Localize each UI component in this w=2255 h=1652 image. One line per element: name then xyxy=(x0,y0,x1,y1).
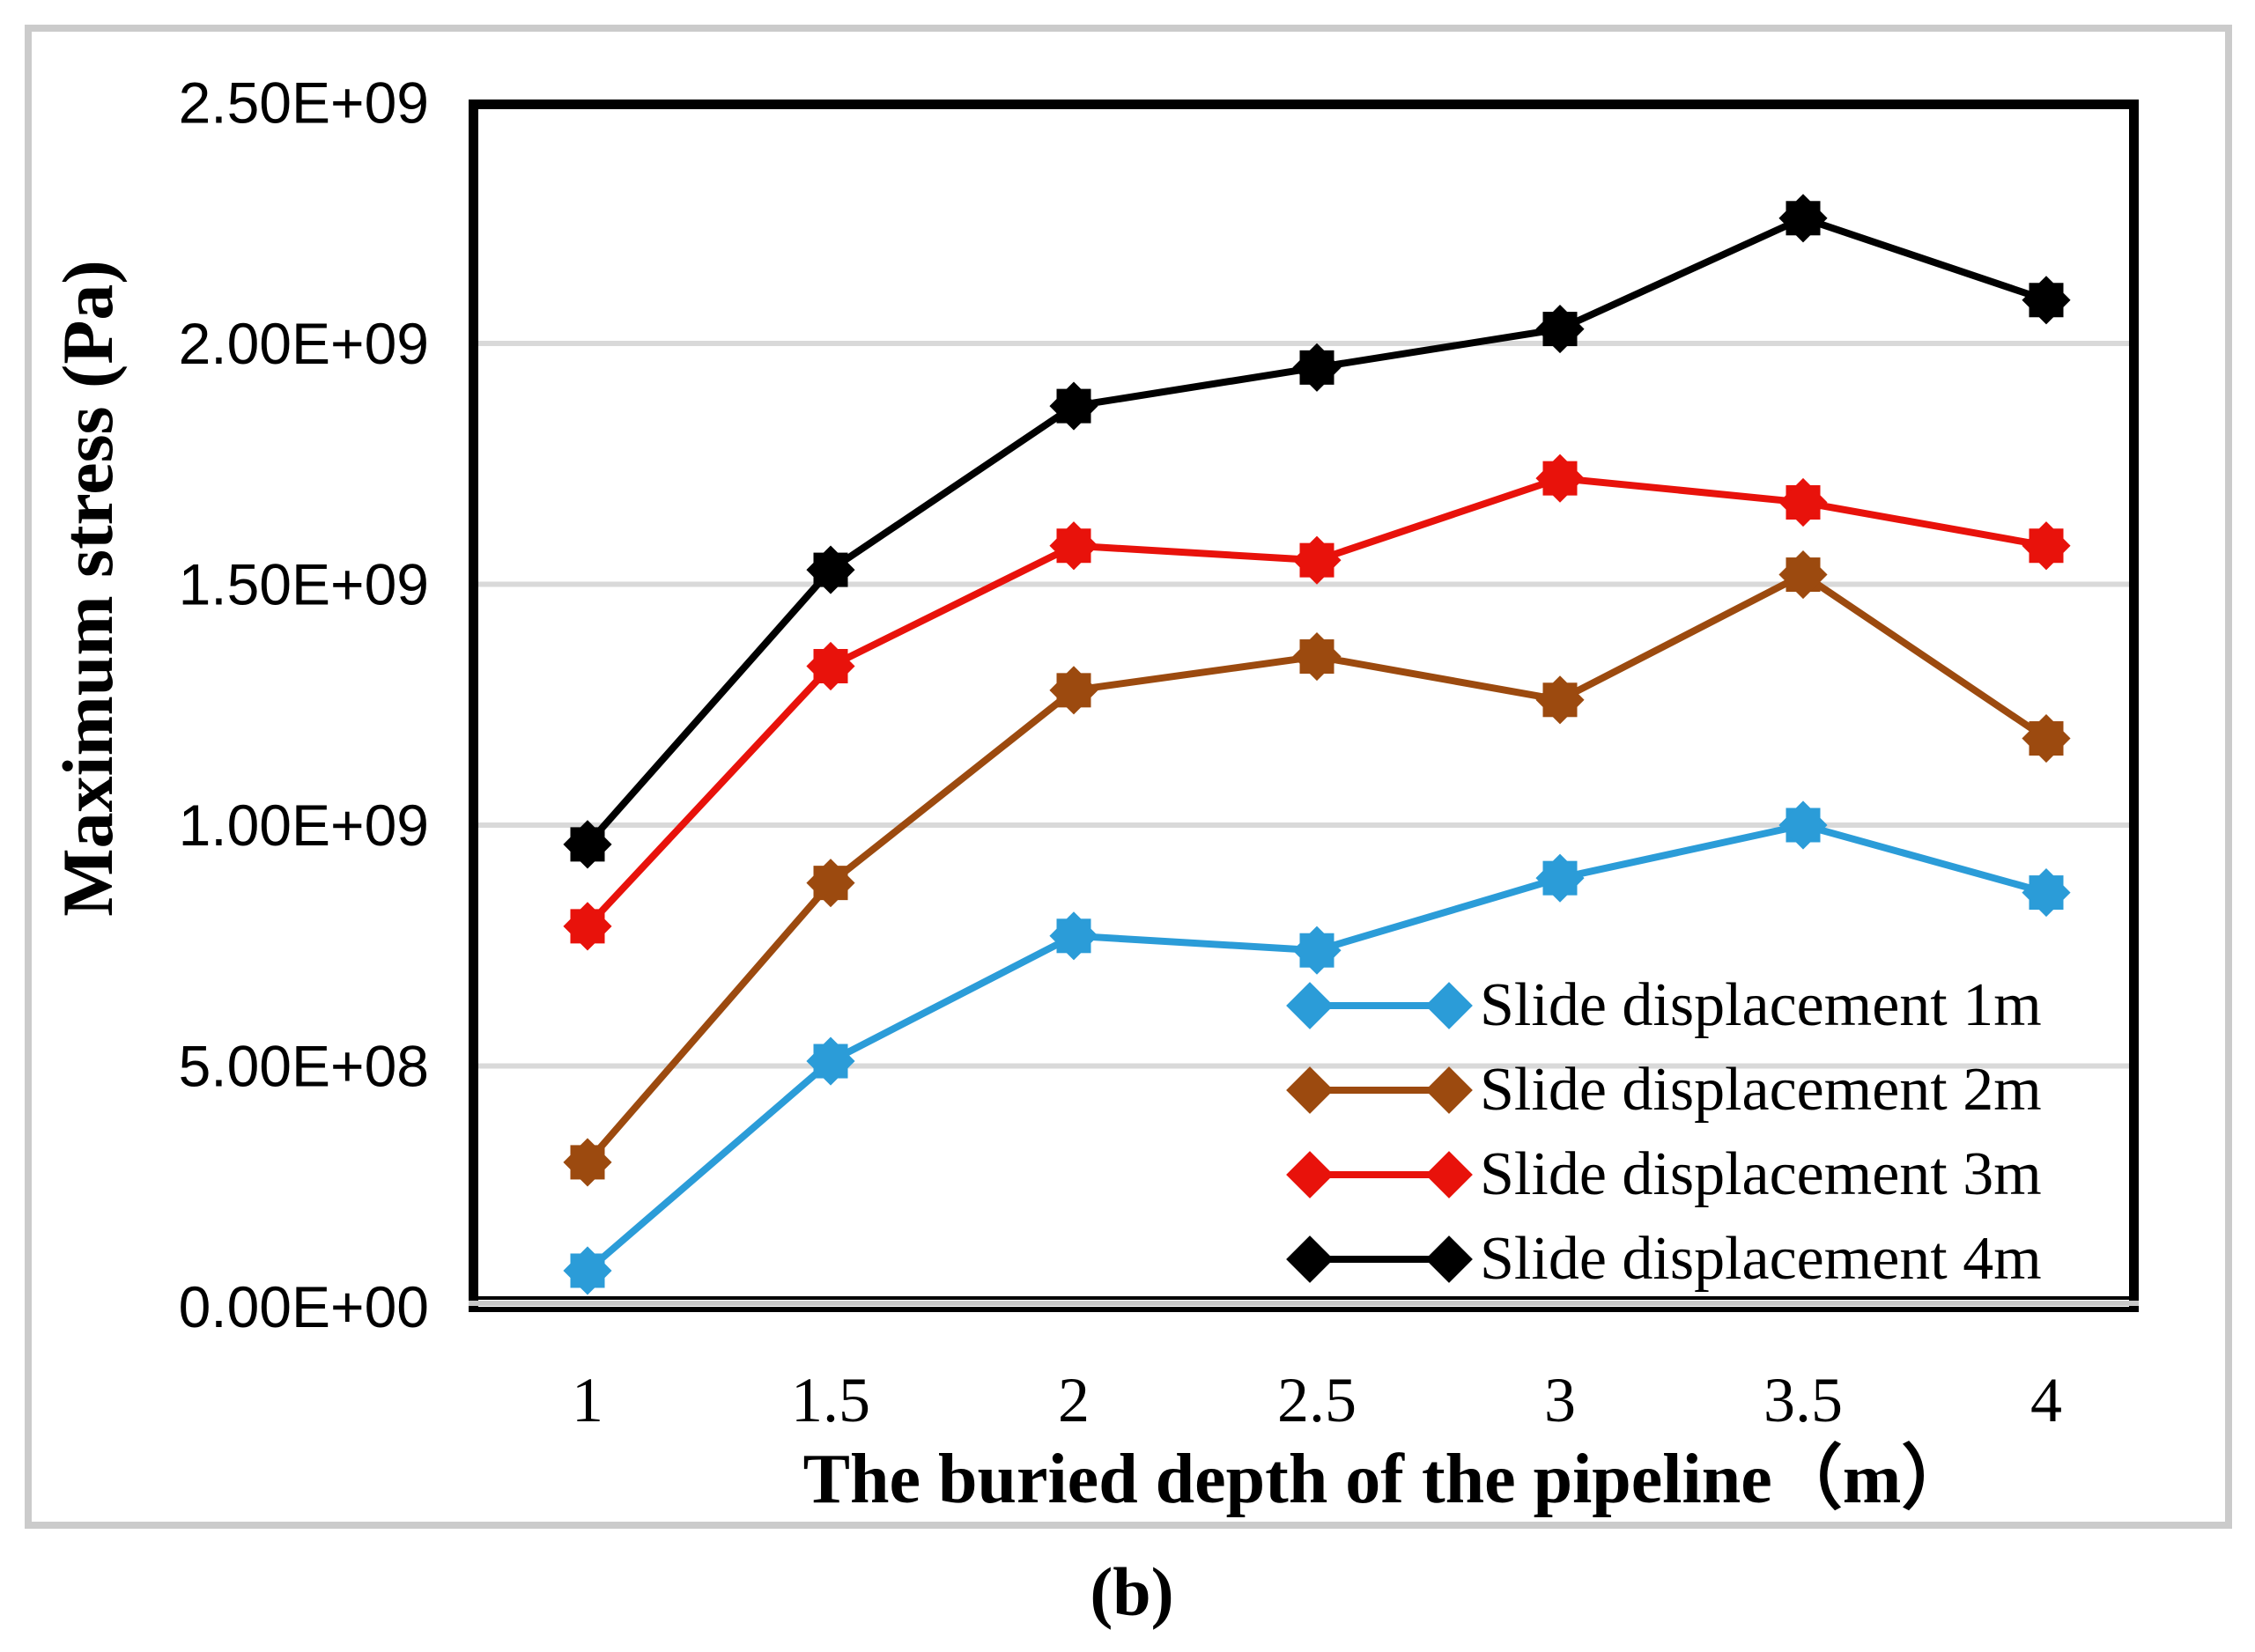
data-marker-diamond xyxy=(1778,477,1828,527)
legend: Slide displacement 1m Slide displacement… xyxy=(1286,963,2042,1302)
legend-label-1m: Slide displacement 1m xyxy=(1480,971,2042,1039)
data-marker-diamond xyxy=(1778,549,1828,600)
data-marker-diamond xyxy=(806,859,855,908)
y-axis-title: Maximum stress (Pa) xyxy=(48,260,128,917)
diamond-marker-icon xyxy=(1286,1235,1334,1283)
plot-frame xyxy=(469,100,2139,1309)
legend-line-icon xyxy=(1297,1087,1462,1094)
x-tick-label: 2 xyxy=(1058,1365,1090,1435)
diamond-marker-icon xyxy=(1425,1235,1473,1283)
legend-line-icon xyxy=(1297,1256,1462,1263)
data-marker-diamond xyxy=(1292,343,1342,392)
data-marker-diamond xyxy=(1292,535,1342,585)
data-marker-diamond xyxy=(563,902,612,951)
data-marker-diamond xyxy=(2022,868,2071,918)
legend-label-2m: Slide displacement 2m xyxy=(1480,1056,2042,1124)
y-tick-label: 0.00E+00 xyxy=(179,1274,429,1339)
y-tick-label: 1.00E+09 xyxy=(179,793,429,858)
data-marker-diamond xyxy=(2022,276,2071,325)
legend-label-4m: Slide displacement 4m xyxy=(1480,1225,2042,1293)
legend-line-icon xyxy=(1297,1002,1462,1009)
legend-item-2m: Slide displacement 2m xyxy=(1286,1048,2042,1132)
legend-line-icon xyxy=(1297,1171,1462,1178)
data-marker-diamond xyxy=(2022,521,2071,571)
data-marker-diamond xyxy=(1049,381,1098,431)
figure-caption: (b) xyxy=(1090,1553,1174,1630)
x-tick-label: 1 xyxy=(572,1365,603,1435)
data-marker-diamond xyxy=(1049,911,1098,961)
data-marker-diamond xyxy=(806,1036,855,1086)
legend-item-1m: Slide displacement 1m xyxy=(1286,963,2042,1048)
data-marker-diamond xyxy=(806,641,855,691)
legend-marker-4m xyxy=(1286,1233,1473,1286)
y-tick-label: 5.00E+08 xyxy=(179,1034,429,1099)
series-line xyxy=(585,214,2048,847)
y-tick-label: 2.50E+09 xyxy=(179,70,429,136)
diamond-marker-icon xyxy=(1286,1151,1334,1198)
diamond-marker-icon xyxy=(1425,1151,1473,1198)
data-marker-diamond xyxy=(2022,713,2071,763)
diamond-marker-icon xyxy=(1425,1066,1473,1114)
diamond-marker-icon xyxy=(1286,1066,1334,1114)
legend-item-3m: Slide displacement 3m xyxy=(1286,1132,2042,1217)
data-marker-diamond xyxy=(1535,454,1585,503)
legend-marker-1m xyxy=(1286,979,1473,1032)
data-marker-diamond xyxy=(1292,926,1342,975)
data-marker-diamond xyxy=(1535,305,1585,354)
data-marker-diamond xyxy=(563,820,612,869)
legend-item-4m: Slide displacement 4m xyxy=(1286,1217,2042,1302)
data-marker-diamond xyxy=(806,545,855,594)
figure-border xyxy=(25,25,2232,1529)
data-marker-diamond xyxy=(1049,666,1098,715)
y-tick-label: 1.50E+09 xyxy=(179,552,429,617)
x-axis-title: The buried depth of the pipeline（m） xyxy=(802,1441,1972,1518)
x-tick-label: 4 xyxy=(2030,1365,2062,1435)
data-marker-diamond xyxy=(1292,631,1342,682)
x-tick-label: 3 xyxy=(1544,1365,1576,1435)
legend-label-3m: Slide displacement 3m xyxy=(1480,1140,2042,1208)
data-marker-diamond xyxy=(1535,853,1585,903)
data-marker-diamond xyxy=(563,1138,612,1187)
x-tick-label: 2.5 xyxy=(1277,1365,1357,1435)
diamond-marker-icon xyxy=(1425,982,1473,1029)
x-tick-label: 3.5 xyxy=(1763,1365,1843,1435)
data-marker-diamond xyxy=(1778,194,1828,243)
legend-marker-3m xyxy=(1286,1148,1473,1201)
legend-marker-2m xyxy=(1286,1064,1473,1117)
x-tick-label: 1.5 xyxy=(791,1365,870,1435)
data-marker-diamond xyxy=(563,1246,612,1295)
y-tick-label: 2.00E+09 xyxy=(179,311,429,376)
data-marker-diamond xyxy=(1778,800,1828,850)
data-marker-diamond xyxy=(1049,521,1098,571)
diamond-marker-icon xyxy=(1286,982,1334,1029)
data-marker-diamond xyxy=(1535,675,1585,725)
